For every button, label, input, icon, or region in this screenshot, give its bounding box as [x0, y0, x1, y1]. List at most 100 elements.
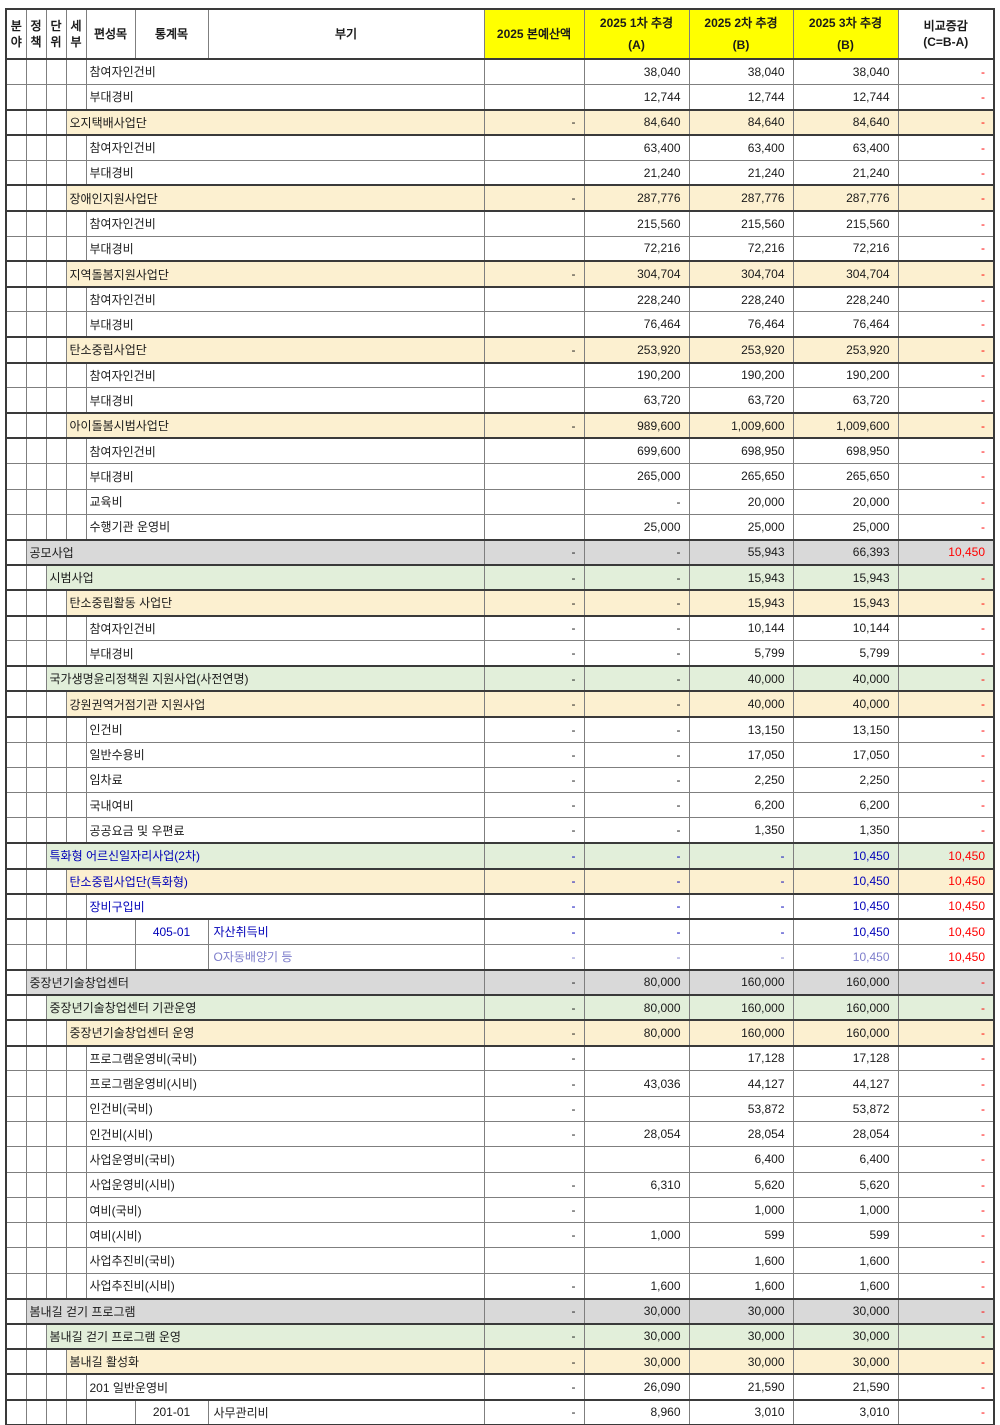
indent-cell: [25, 412, 47, 439]
indent-cell: [5, 83, 27, 111]
table-row: 부대경비 76,464 76,464 76,464-: [5, 311, 995, 338]
indent-cell: [5, 58, 27, 85]
amount-cell: -: [583, 817, 690, 844]
indent-cell: [65, 513, 87, 541]
indent-cell: [65, 792, 87, 819]
amount-cell: 5,799: [688, 640, 794, 667]
row-label: 부대경비: [85, 463, 485, 490]
row-label: 시범사업: [45, 563, 485, 591]
indent-cell: [25, 867, 47, 895]
amount-cell: 160,000: [792, 1019, 899, 1047]
indent-cell: [45, 792, 67, 819]
indent-cell: [45, 83, 67, 111]
amount-cell: 599: [792, 1222, 899, 1249]
amount-cell: 160,000: [792, 993, 899, 1021]
indent-cell: [5, 589, 27, 617]
amount-cell: -: [583, 538, 690, 566]
indent-cell: [45, 1019, 67, 1047]
col-header-tonggyemok: 통계목: [134, 8, 209, 60]
row-label: 일반수용비: [85, 741, 485, 768]
col-header-bugi: 부기: [207, 8, 485, 60]
table-row: 탄소중립사업단(특화형) - - -10,450 10,450: [5, 867, 995, 895]
indent-cell: [65, 159, 87, 186]
row-label: 국가생명윤리정책원 지원사업(사전연명): [45, 665, 485, 692]
amount-cell: 698,950: [792, 437, 899, 465]
row-label: 탄소중립사업단(특화형): [65, 867, 485, 895]
indent-cell: [5, 361, 27, 389]
amount-cell: 21,240: [583, 159, 690, 186]
table-row: 405-01 자산취득비 - - -10,450 10,450: [5, 918, 995, 945]
table-row: 여비(국비) -1,000 1,000-: [5, 1196, 995, 1224]
amount-cell: -: [483, 918, 585, 945]
indent-cell: [65, 437, 87, 465]
amount-cell: 63,720: [583, 387, 690, 414]
amount-cell: -: [483, 715, 585, 743]
compare-cell: -: [897, 715, 995, 743]
indent-cell: [45, 184, 67, 212]
indent-cell: [25, 387, 47, 414]
compare-cell: -: [897, 387, 995, 414]
table-row: 지역돌봄지원사업단 -304,704 304,704 304,704-: [5, 260, 995, 288]
indent-cell: [5, 1322, 27, 1350]
amount-cell: 215,560: [792, 209, 899, 237]
amount-cell: 160,000: [688, 968, 794, 996]
compare-cell: -: [897, 184, 995, 212]
indent-cell: [65, 1196, 87, 1224]
indent-cell: [5, 387, 27, 414]
compare-cell: -: [897, 361, 995, 389]
amount-cell: [483, 133, 585, 161]
compare-cell: 10,450: [897, 867, 995, 895]
amount-cell: -: [483, 943, 585, 971]
indent-cell: [5, 336, 27, 364]
indent-cell: [5, 1019, 27, 1047]
amount-cell: 13,150: [688, 715, 794, 743]
indent-cell: [5, 311, 27, 338]
row-label: 특화형 어르신일자리사업(2차): [45, 842, 485, 870]
indent-cell: [25, 184, 47, 212]
indent-cell: [25, 1222, 47, 1249]
table-row: 국가생명윤리정책원 지원사업(사전연명) - -40,000 40,000-: [5, 665, 995, 692]
indent-cell: [65, 1373, 87, 1401]
compare-cell: -: [897, 690, 995, 718]
amount-cell: [483, 209, 585, 237]
compare-cell: -: [897, 792, 995, 819]
table-row: 공모사업 - -55,943 66,393 10,450: [5, 538, 995, 566]
table-row: 탄소중립사업단 -253,920 253,920 253,920-: [5, 336, 995, 364]
amount-cell: -: [483, 1095, 585, 1122]
amount-cell: -: [483, 1120, 585, 1148]
amount-cell: 25,000: [792, 513, 899, 541]
amount-cell: -: [583, 614, 690, 642]
table-row: 임차료 - -2,250 2,250-: [5, 766, 995, 794]
compare-cell: -: [897, 1322, 995, 1350]
indent-cell: [25, 640, 47, 667]
indent-cell: [5, 463, 27, 490]
header-row: 분 야 정 책 단 위 세 부 편성목 통계목 부기 2025 본예산액 202…: [5, 8, 995, 60]
row-label: 사업추진비(국비): [85, 1247, 485, 1274]
amount-cell: 20,000: [792, 488, 899, 515]
amount-cell: -: [583, 867, 690, 895]
table-header: 분 야 정 책 단 위 세 부 편성목 통계목 부기 2025 본예산액 202…: [5, 8, 995, 60]
compare-cell: -: [897, 1095, 995, 1122]
amount-cell: 10,450: [792, 867, 899, 895]
amount-cell: 21,590: [688, 1373, 794, 1401]
amount-cell: [483, 159, 585, 186]
item-col-cell: [85, 1398, 136, 1425]
amount-cell: 265,650: [792, 463, 899, 490]
amount-cell: [583, 1146, 690, 1173]
amount-cell: 304,704: [583, 260, 690, 288]
amount-cell: 44,127: [792, 1070, 899, 1097]
indent-cell: [5, 1095, 27, 1122]
table-row: 봄내길 걷기 프로그램 -30,000 30,000 30,000-: [5, 1297, 995, 1325]
amount-cell: [483, 463, 585, 490]
amount-cell: 28,054: [583, 1120, 690, 1148]
amount-cell: 13,150: [792, 715, 899, 743]
indent-cell: [5, 235, 27, 262]
amount-cell: 44,127: [688, 1070, 794, 1097]
indent-cell: [25, 159, 47, 186]
supp2-sub: (B): [732, 37, 750, 52]
amount-cell: -: [483, 1272, 585, 1300]
amount-cell: 40,000: [688, 665, 794, 692]
supp1-sub: (A): [628, 37, 645, 52]
indent-cell: [25, 83, 47, 111]
row-label: 참여자인건비: [85, 58, 485, 85]
